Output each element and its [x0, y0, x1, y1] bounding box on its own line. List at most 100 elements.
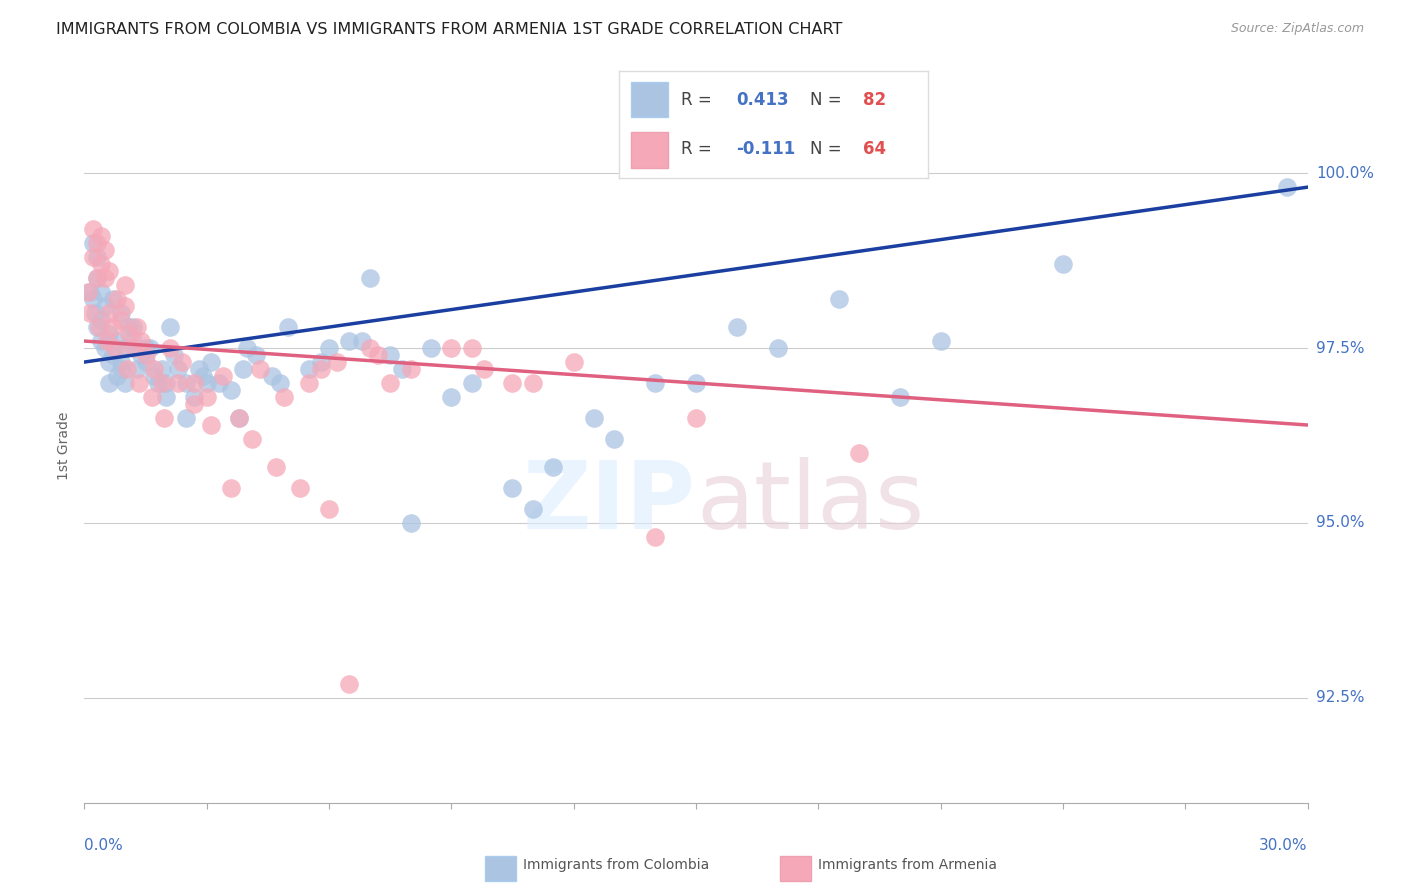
Point — [83, 306, 105, 320]
Point — [90, 285, 112, 299]
Point — [174, 411, 197, 425]
Text: 92.5%: 92.5% — [1316, 690, 1364, 706]
Point — [86, 271, 108, 285]
Point — [135, 355, 157, 369]
Text: IMMIGRANTS FROM COLOMBIA VS IMMIGRANTS FROM ARMENIA 1ST GRADE CORRELATION CHART: IMMIGRANTS FROM COLOMBIA VS IMMIGRANTS F… — [56, 22, 842, 37]
Point — [725, 320, 748, 334]
Text: Source: ZipAtlas.com: Source: ZipAtlas.com — [1230, 22, 1364, 36]
Point — [522, 376, 544, 390]
Point — [93, 299, 115, 313]
Point — [889, 390, 911, 404]
Point — [155, 376, 177, 390]
Point — [114, 376, 136, 390]
Point — [172, 355, 194, 369]
Point — [644, 530, 666, 544]
Point — [150, 376, 173, 390]
Point — [543, 460, 565, 475]
Text: 97.5%: 97.5% — [1316, 341, 1364, 356]
Point — [159, 341, 181, 355]
Text: 0.413: 0.413 — [737, 91, 789, 109]
Point — [685, 411, 707, 425]
Point — [380, 348, 402, 362]
Point — [146, 376, 169, 390]
Point — [122, 334, 145, 348]
Point — [440, 390, 463, 404]
Point — [766, 341, 789, 355]
Point — [141, 390, 163, 404]
Text: 30.0%: 30.0% — [1260, 838, 1308, 854]
Point — [101, 292, 124, 306]
Point — [219, 383, 242, 397]
Point — [212, 369, 235, 384]
Point — [200, 417, 222, 432]
Point — [114, 278, 136, 293]
Point — [97, 376, 120, 390]
Text: 64: 64 — [863, 141, 886, 159]
Point — [167, 362, 190, 376]
Point — [326, 355, 349, 369]
Point — [264, 460, 287, 475]
Point — [86, 271, 108, 285]
Point — [93, 243, 115, 257]
Text: N =: N = — [810, 141, 842, 159]
Point — [163, 348, 186, 362]
Point — [440, 341, 463, 355]
Point — [827, 292, 849, 306]
Text: 100.0%: 100.0% — [1316, 166, 1374, 181]
Text: Immigrants from Colombia: Immigrants from Colombia — [523, 858, 709, 872]
Point — [298, 362, 321, 376]
Point — [367, 348, 389, 362]
Point — [93, 271, 115, 285]
Point — [195, 390, 218, 404]
Point — [114, 299, 136, 313]
Point — [277, 320, 299, 334]
Point — [90, 334, 112, 348]
Point — [86, 250, 108, 264]
Text: atlas: atlas — [696, 457, 924, 549]
Point — [122, 320, 145, 334]
Point — [86, 236, 108, 251]
Bar — [631, 82, 668, 118]
Text: ZIP: ZIP — [523, 457, 696, 549]
Point — [318, 341, 340, 355]
Point — [183, 390, 205, 404]
Point — [228, 411, 250, 425]
Point — [127, 362, 149, 376]
Point — [104, 341, 127, 355]
Point — [685, 376, 707, 390]
Text: R =: R = — [681, 141, 711, 159]
Point — [848, 446, 870, 460]
Point — [118, 327, 141, 342]
Point — [101, 348, 124, 362]
Point — [380, 376, 402, 390]
Bar — [631, 132, 668, 168]
Point — [195, 376, 218, 390]
Point — [86, 320, 108, 334]
Point — [644, 376, 666, 390]
Point — [155, 390, 177, 404]
Point — [174, 376, 197, 390]
Point — [399, 516, 422, 530]
Point — [82, 250, 104, 264]
Point — [472, 362, 495, 376]
Point — [142, 362, 165, 376]
Point — [82, 236, 104, 251]
Point — [309, 355, 332, 369]
Point — [522, 502, 544, 516]
Point — [77, 285, 100, 299]
Point — [128, 376, 150, 390]
Point — [127, 320, 149, 334]
Point — [582, 411, 605, 425]
Point — [135, 341, 157, 355]
Point — [79, 306, 101, 320]
Point — [97, 264, 120, 278]
Point — [90, 313, 112, 327]
Point — [399, 362, 422, 376]
Point — [461, 376, 484, 390]
Point — [110, 362, 132, 376]
Point — [93, 341, 115, 355]
Point — [122, 341, 145, 355]
Text: 0.0%: 0.0% — [84, 838, 124, 854]
Point — [153, 411, 176, 425]
Point — [110, 313, 132, 327]
